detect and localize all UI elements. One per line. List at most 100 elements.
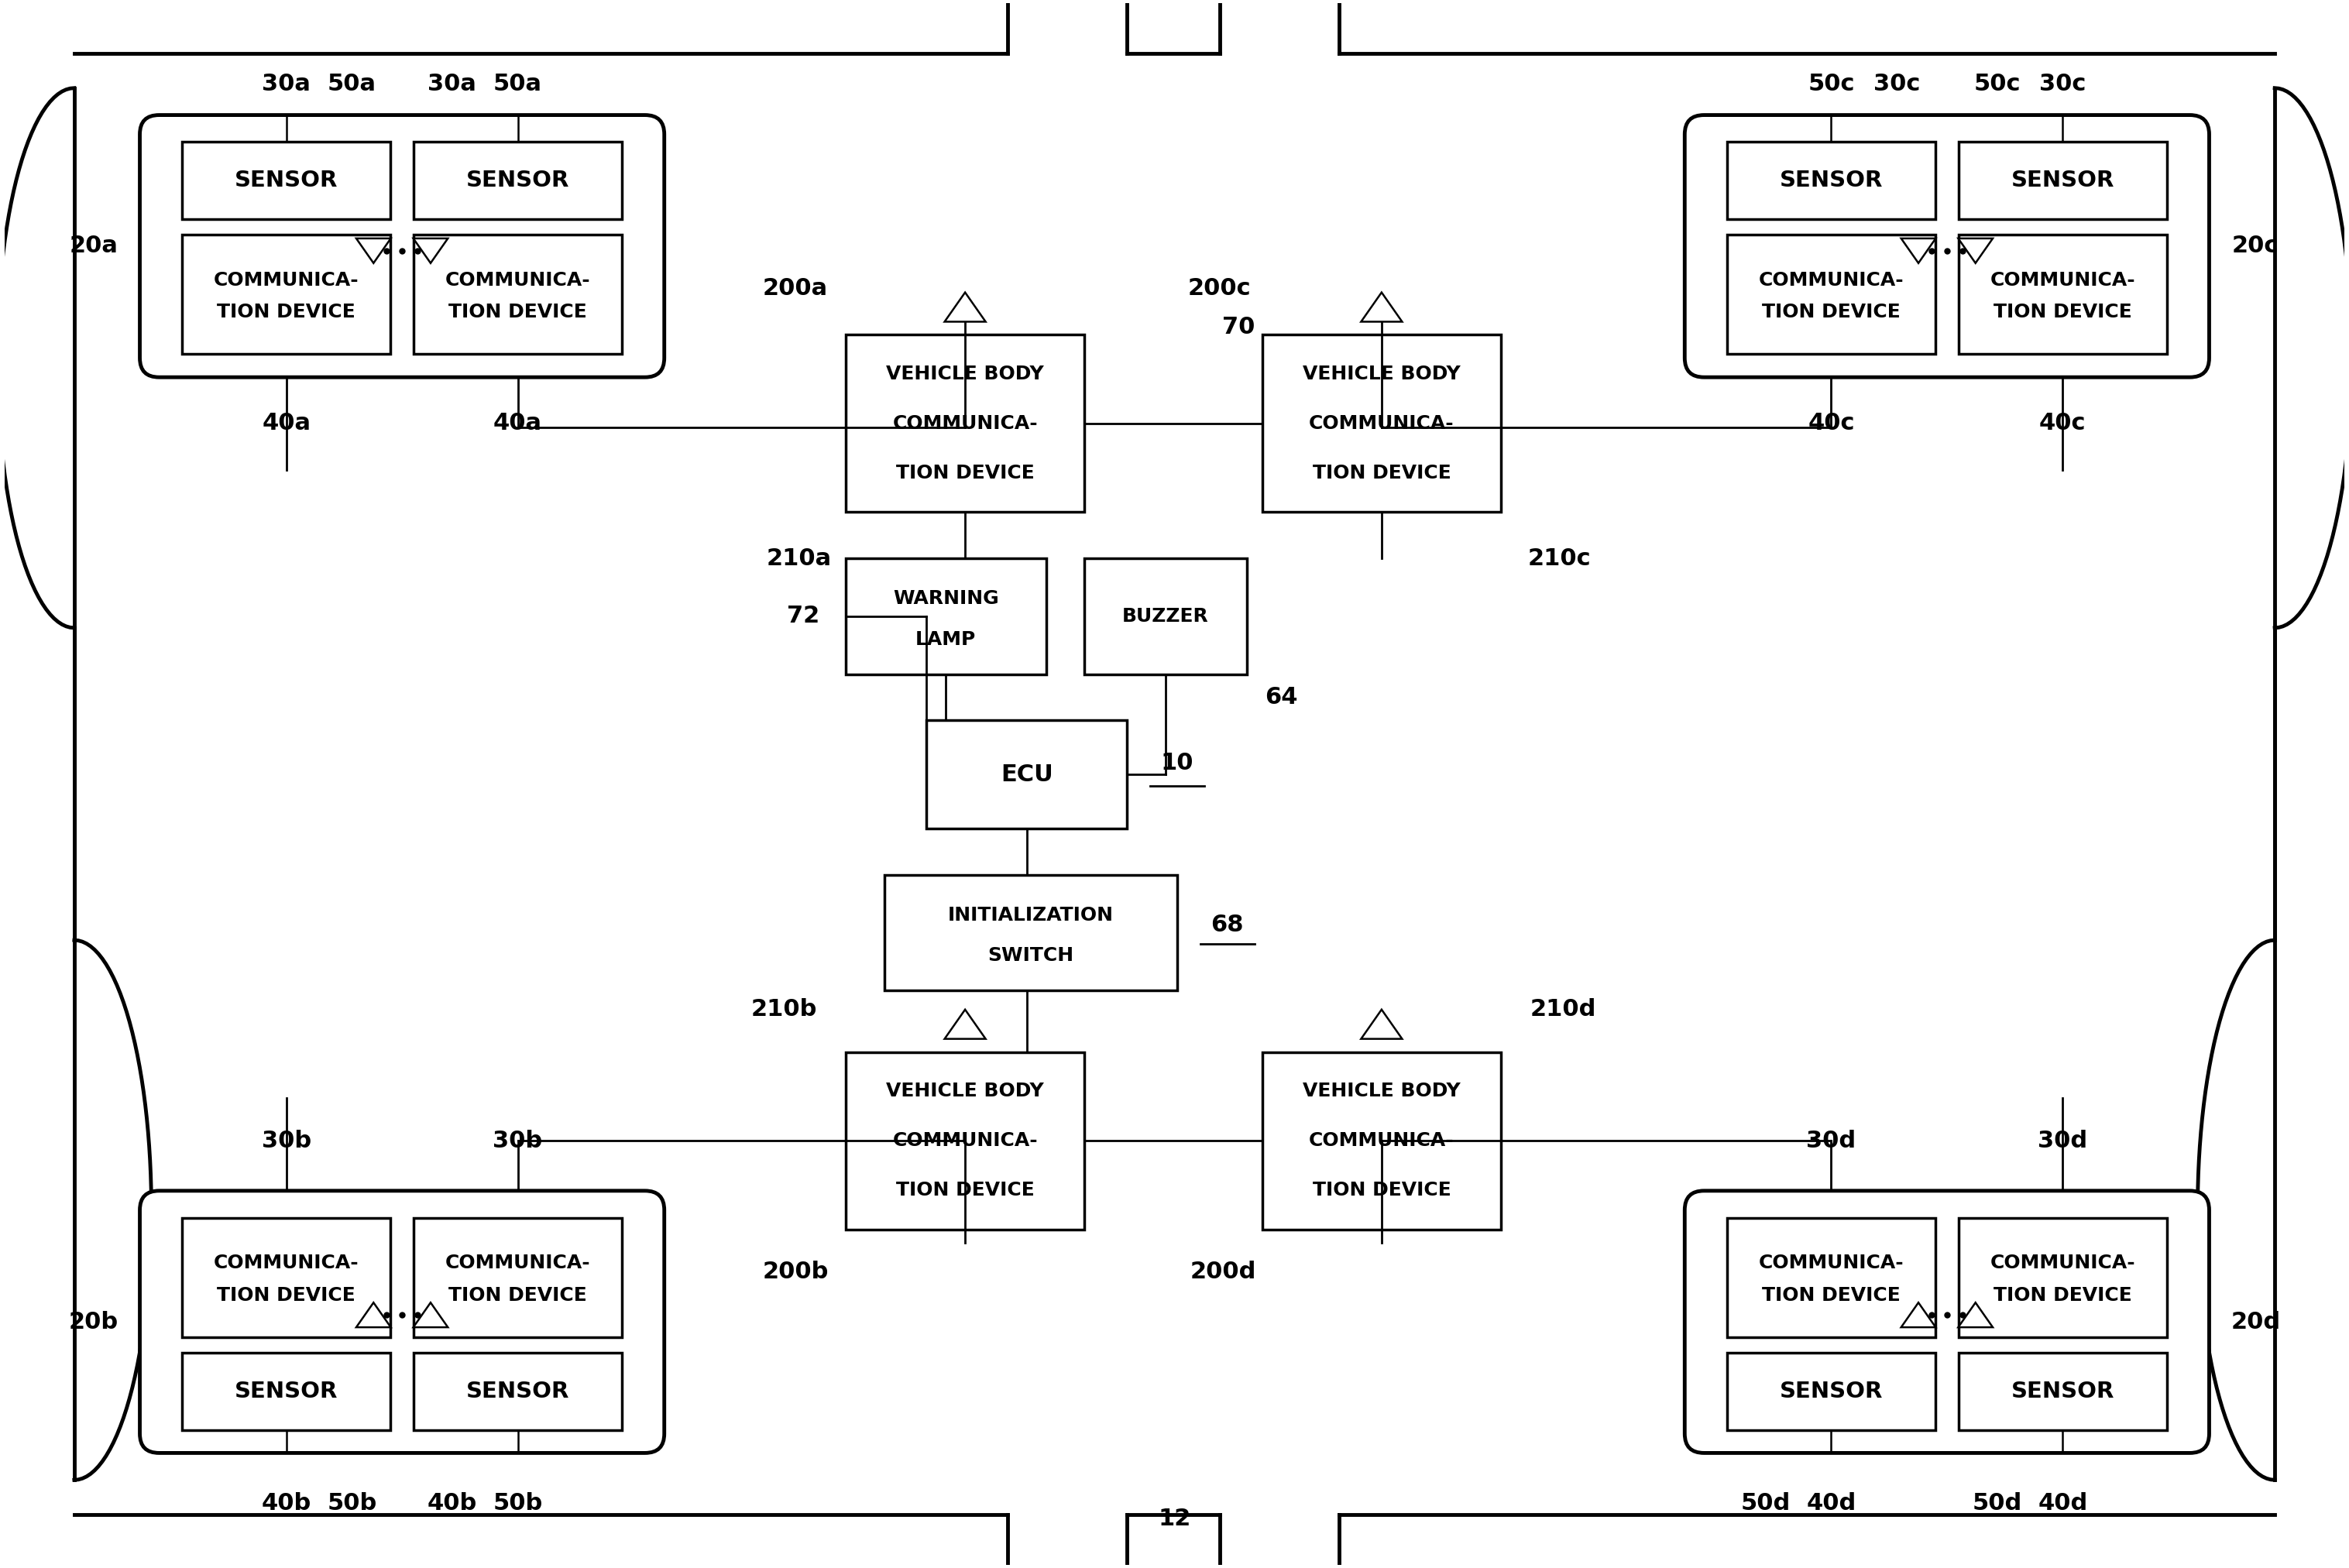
Text: 12: 12 <box>1158 1507 1191 1530</box>
Text: 50a: 50a <box>493 74 543 96</box>
Text: 50a: 50a <box>327 74 376 96</box>
Text: VEHICLE BODY: VEHICLE BODY <box>1304 364 1461 383</box>
Text: COMMUNICA-: COMMUNICA- <box>444 1254 590 1273</box>
Bar <box>1727 1218 1936 1338</box>
Text: TION DEVICE: TION DEVICE <box>1313 1181 1452 1200</box>
FancyBboxPatch shape <box>141 1190 665 1454</box>
Text: 40c: 40c <box>2039 412 2086 434</box>
Text: VEHICLE BODY: VEHICLE BODY <box>886 1082 1043 1101</box>
Polygon shape <box>357 238 390 263</box>
Text: 20c: 20c <box>2232 235 2279 257</box>
Text: 50b: 50b <box>327 1491 376 1515</box>
Text: TION DEVICE: TION DEVICE <box>449 1286 587 1305</box>
Text: 40c: 40c <box>1809 412 1856 434</box>
Text: 30d: 30d <box>1806 1129 1856 1152</box>
Polygon shape <box>1360 292 1402 321</box>
Text: 210d: 210d <box>1529 999 1595 1021</box>
Text: 20d: 20d <box>2232 1311 2281 1333</box>
Text: 210c: 210c <box>1527 547 1590 569</box>
Bar <box>183 1353 390 1430</box>
Polygon shape <box>357 1303 390 1327</box>
Bar <box>1959 235 2166 354</box>
Text: COMMUNICA-: COMMUNICA- <box>893 414 1038 433</box>
Text: 30c: 30c <box>2039 74 2086 96</box>
Bar <box>846 336 1085 513</box>
Bar <box>1727 1353 1936 1430</box>
Text: 30a: 30a <box>263 74 310 96</box>
Text: COMMUNICA-: COMMUNICA- <box>214 271 359 289</box>
Polygon shape <box>944 1010 987 1040</box>
Text: 30c: 30c <box>1875 74 1919 96</box>
Text: SENSOR: SENSOR <box>235 1380 338 1402</box>
Text: COMMUNICA-: COMMUNICA- <box>1759 1254 1905 1273</box>
Bar <box>1727 235 1936 354</box>
Bar <box>413 1353 622 1430</box>
Text: SWITCH: SWITCH <box>987 946 1073 964</box>
Text: TION DEVICE: TION DEVICE <box>1313 464 1452 483</box>
Bar <box>1261 336 1501 513</box>
Text: 50b: 50b <box>493 1491 543 1515</box>
Text: TION DEVICE: TION DEVICE <box>1762 303 1900 321</box>
Bar <box>926 720 1128 828</box>
Text: 40d: 40d <box>2039 1491 2088 1515</box>
Polygon shape <box>1959 1303 1992 1327</box>
Text: 50c: 50c <box>1973 74 2020 96</box>
FancyBboxPatch shape <box>1684 114 2208 378</box>
Text: TION DEVICE: TION DEVICE <box>895 1181 1034 1200</box>
Text: TION DEVICE: TION DEVICE <box>216 303 355 321</box>
Text: VEHICLE BODY: VEHICLE BODY <box>1304 1082 1461 1101</box>
Text: INITIALIZATION: INITIALIZATION <box>947 906 1113 925</box>
Text: COMMUNICA-: COMMUNICA- <box>214 1254 359 1273</box>
Text: 20b: 20b <box>68 1311 117 1333</box>
Bar <box>183 1218 390 1338</box>
Bar <box>413 1218 622 1338</box>
FancyBboxPatch shape <box>141 114 665 378</box>
Polygon shape <box>944 292 987 321</box>
Text: TION DEVICE: TION DEVICE <box>895 464 1034 483</box>
Bar <box>413 143 622 220</box>
Text: SENSOR: SENSOR <box>2011 169 2114 191</box>
Text: TION DEVICE: TION DEVICE <box>1994 1286 2133 1305</box>
Text: 40a: 40a <box>493 412 543 434</box>
Text: COMMUNICA-: COMMUNICA- <box>1759 271 1905 289</box>
Text: 40b: 40b <box>428 1491 477 1515</box>
Text: COMMUNICA-: COMMUNICA- <box>1308 414 1454 433</box>
Text: 72: 72 <box>787 605 820 627</box>
Text: SENSOR: SENSOR <box>235 169 338 191</box>
FancyBboxPatch shape <box>1684 1190 2208 1454</box>
Text: TION DEVICE: TION DEVICE <box>216 1286 355 1305</box>
Bar <box>846 558 1045 674</box>
Text: TION DEVICE: TION DEVICE <box>1994 303 2133 321</box>
Bar <box>1959 1218 2166 1338</box>
Text: SENSOR: SENSOR <box>465 169 568 191</box>
Text: 30b: 30b <box>493 1129 543 1152</box>
Text: 10: 10 <box>1160 751 1193 775</box>
Text: 50d: 50d <box>1973 1491 2022 1515</box>
Text: SENSOR: SENSOR <box>1781 1380 1884 1402</box>
Polygon shape <box>413 238 449 263</box>
Text: ECU: ECU <box>1001 764 1052 786</box>
Text: WARNING: WARNING <box>893 590 998 608</box>
Text: 200a: 200a <box>763 278 827 299</box>
Polygon shape <box>1959 238 1992 263</box>
Bar <box>1727 143 1936 220</box>
Text: TION DEVICE: TION DEVICE <box>449 303 587 321</box>
Text: 200b: 200b <box>763 1261 829 1283</box>
Text: 50d: 50d <box>1741 1491 1790 1515</box>
Text: 200d: 200d <box>1191 1261 1257 1283</box>
Text: TION DEVICE: TION DEVICE <box>1762 1286 1900 1305</box>
Bar <box>183 235 390 354</box>
Polygon shape <box>1360 1010 1402 1040</box>
Text: 210a: 210a <box>766 547 832 569</box>
Text: COMMUNICA-: COMMUNICA- <box>1308 1132 1454 1149</box>
Text: COMMUNICA-: COMMUNICA- <box>1990 271 2135 289</box>
Text: 20a: 20a <box>68 235 117 257</box>
Text: 210b: 210b <box>752 999 817 1021</box>
Polygon shape <box>413 1303 449 1327</box>
Text: COMMUNICA-: COMMUNICA- <box>1990 1254 2135 1273</box>
Text: 50c: 50c <box>1809 74 1856 96</box>
Polygon shape <box>1900 238 1936 263</box>
Text: COMMUNICA-: COMMUNICA- <box>444 271 590 289</box>
Text: SENSOR: SENSOR <box>2011 1380 2114 1402</box>
Text: 68: 68 <box>1210 914 1243 936</box>
